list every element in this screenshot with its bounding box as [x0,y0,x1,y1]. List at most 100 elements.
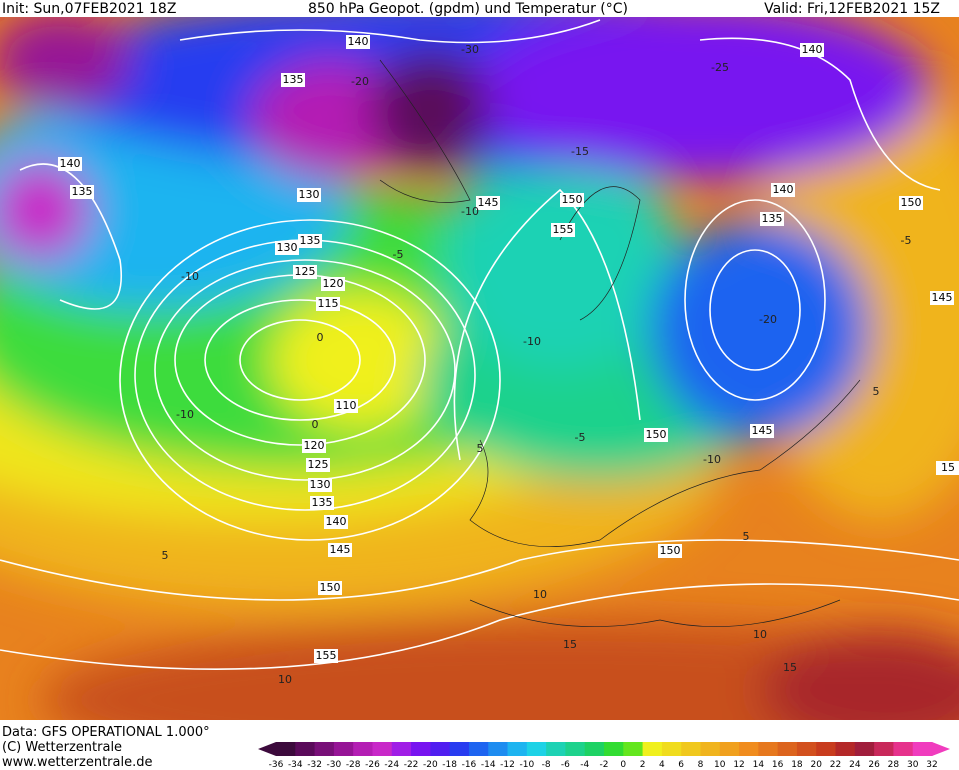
map-title: 850 hPa Geopot. (gpdm) und Temperatur (°… [308,1,628,17]
colorbar-swatch [411,742,431,756]
geopotential-label: 150 [660,544,681,557]
colorbar-label: -8 [542,760,551,770]
temperature-label: 0 [317,331,324,344]
label-box [560,193,584,207]
label-box [334,399,358,413]
colorbar-arrow-right [932,742,950,756]
temperature-label: 5 [873,385,880,398]
temperature-label: -20 [351,75,369,88]
temperature-label: -10 [181,270,199,283]
geopotential-label: 135 [300,234,321,247]
colorbar-swatch [391,742,412,756]
temperature-label: 5 [162,549,169,562]
colorbar-swatch [276,742,296,756]
colorbar-label: 20 [811,760,823,770]
colorbar-label: 0 [620,760,626,770]
geopotential-label: 150 [320,581,341,594]
temperature-label: 15 [563,638,577,651]
label-box [293,265,317,279]
temperature-label: -5 [901,234,912,247]
label-box [70,185,94,199]
label-box [551,223,575,237]
label-box [346,35,370,49]
label-box [750,424,774,438]
temperature-label: 10 [753,628,767,641]
colorbar-label: -20 [423,760,438,770]
label-box [306,458,330,472]
colorbar-label: -22 [404,760,419,770]
geopotential-contours [0,19,959,671]
colorbar-label: 30 [907,760,919,770]
geopotential-label: 125 [308,458,329,471]
colorbar-label: 16 [772,760,784,770]
geopotential-label: 140 [60,157,81,170]
colorbar-label: 4 [659,760,665,770]
geopotential-label: 150 [562,193,583,206]
colorbar-label: -18 [442,760,457,770]
colorbar-swatch [835,742,856,756]
colorbar-swatch [893,742,914,756]
colorbar-label: 28 [888,760,900,770]
geopotential-label: 140 [326,515,347,528]
geopotential-label: 130 [310,478,331,491]
temperature-label: -15 [571,145,589,158]
label-box [58,157,82,171]
coastlines [379,59,861,628]
colorbar-swatch [314,742,335,756]
geopotential-label: 120 [304,439,325,452]
colorbar-label: -2 [600,760,609,770]
colorbar-swatch [295,742,316,756]
geopotential-label: 140 [802,43,823,56]
temperature-label: -30 [461,43,479,56]
colorbar-label: 12 [733,760,744,770]
label-box [275,241,299,255]
colorbar-swatch [584,742,605,756]
colorbar-label: -30 [327,760,342,770]
label-box [310,496,334,510]
temperature-label: -10 [523,335,541,348]
colorbar-swatch [623,742,644,756]
temperature-label: 10 [533,588,547,601]
geopotential-label: 135 [72,185,93,198]
geopotential-label: 135 [762,212,783,225]
geopotential-label: 135 [312,496,333,509]
geopotential-label: 155 [553,223,574,236]
geopotential-label: 130 [299,188,320,201]
label-box [760,212,784,226]
colorbar-label: -10 [519,760,534,770]
label-box [281,73,305,87]
colorbar-swatch [526,742,547,756]
label-box [476,196,500,210]
colorbar-label: -32 [307,760,322,770]
geopotential-label: 140 [773,183,794,196]
colorbar-label: 2 [640,760,646,770]
colorbar-label: 26 [868,760,880,770]
colorbar-swatch [507,742,528,756]
label-box [316,297,340,311]
label-box [899,196,923,210]
temperature-label: -5 [575,431,586,444]
geopotential-label: 150 [901,196,922,209]
colorbar-swatch [642,742,663,756]
colorbar-swatch [661,742,682,756]
geopotential-label: 140 [348,35,369,48]
data-source: Data: GFS OPERATIONAL 1.000° [2,725,210,740]
colorbar-swatch [739,742,759,756]
colorbar-label: 6 [678,760,684,770]
colorbar-swatch [353,742,373,756]
colorbar-swatch [854,742,875,756]
colorbar-label: 22 [830,760,841,770]
temperature-label: -5 [393,248,404,261]
temperature-label: -10 [703,453,721,466]
geopotential-label: 145 [932,291,953,304]
colorbar-swatch [719,742,740,756]
geopotential-label: 145 [478,196,499,209]
label-box [302,439,326,453]
colorbar-label: -6 [561,760,570,770]
colorbar-swatch [468,742,489,756]
label-box [321,277,345,291]
valid-time: Valid: Fri,12FEB2021 15Z [764,1,940,17]
label-box [771,183,795,197]
colorbar-label: 8 [698,760,704,770]
